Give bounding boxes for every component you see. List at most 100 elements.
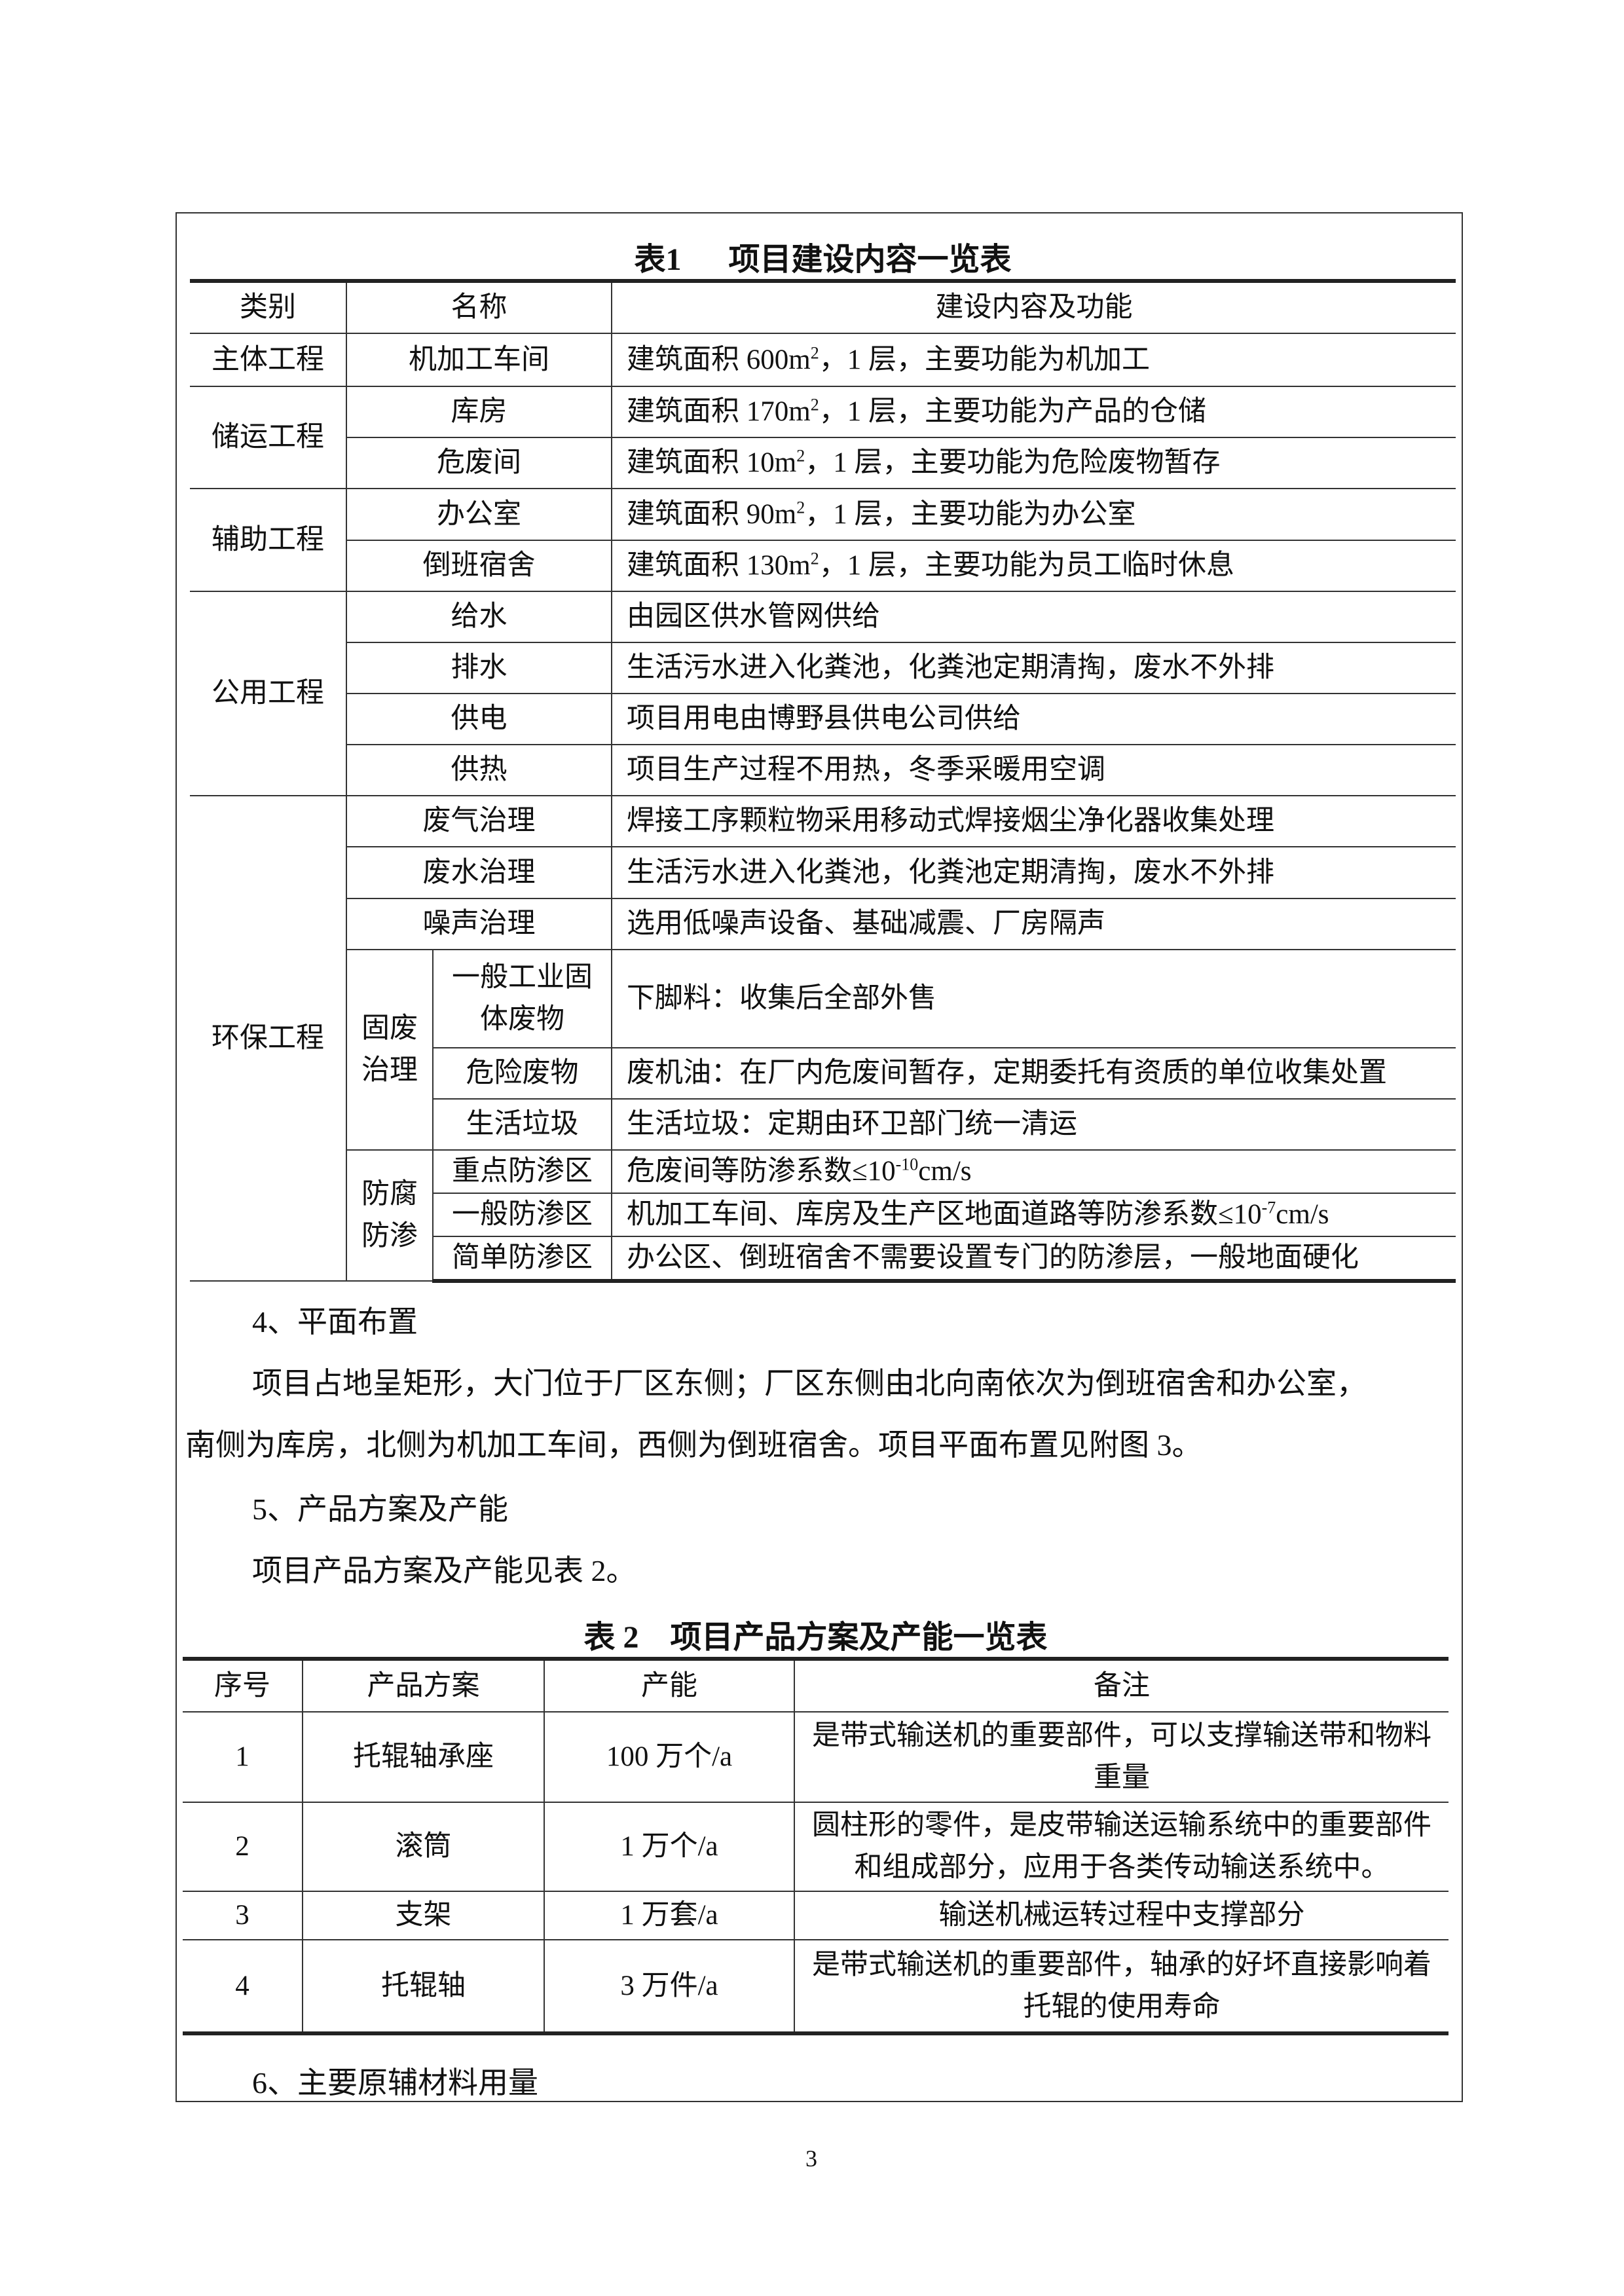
table-row: 供电 项目用电由博野县供电公司供给	[190, 693, 1456, 745]
table-row: 固废治理 一般工业固体废物 下脚料：收集后全部外售	[190, 949, 1456, 1151]
no-cell: 3	[183, 1891, 303, 1940]
paragraph-line: 项目产品方案及产能见表 2。	[252, 1554, 637, 1587]
name-cell: 机加工车间	[346, 333, 612, 387]
table-row: 一般防渗区 机加工车间、库房及生产区地面道路等防渗系数≤10-7cm/s	[190, 1193, 1456, 1237]
name-cell: 给水	[346, 591, 612, 643]
capacity-cell: 1 万个/a	[544, 1802, 795, 1892]
paragraph-line: 南侧为库房，北侧为机加工车间，西侧为倒班宿舍。项目平面布置见附图 3。	[185, 1428, 1202, 1462]
table1-title: 表1 项目建设内容一览表	[634, 242, 1012, 277]
name-cell: 供热	[346, 744, 612, 796]
content-cell: 由园区供水管网供给	[611, 591, 1456, 643]
content-cell: 焊接工序颗粒物采用移动式焊接烟尘净化器收集处理	[611, 795, 1456, 847]
name-cell: 一般工业固体废物	[432, 949, 612, 1048]
table1-construction-contents: 类别 名称 建设内容及功能 主体工程 机加工车间 建筑面积 600m2，1 层，…	[190, 279, 1456, 1283]
no-cell: 4	[183, 1939, 303, 2035]
name-cell: 危废间	[346, 437, 612, 489]
content-cell: 选用低噪声设备、基础减震、厂房隔声	[611, 898, 1456, 950]
name-cell: 供电	[346, 693, 612, 745]
note-cell: 圆柱形的零件，是皮带输送运输系统中的重要部件和组成部分，应用于各类传动输送系统中…	[794, 1802, 1449, 1892]
paragraph-line: 项目占地呈矩形，大门位于厂区东侧；厂区东侧由北向南依次为倒班宿舍和办公室，	[252, 1367, 1367, 1400]
name-cell: 噪声治理	[346, 898, 612, 950]
content-cell: 生活污水进入化粪池，化粪池定期清掏，废水不外排	[611, 846, 1456, 899]
table-row: 危险废物 废机油：在厂内危废间暂存，定期委托有资质的单位收集处置	[190, 1047, 1456, 1100]
page-number: 3	[805, 2145, 817, 2172]
name-cell: 倒班宿舍	[346, 540, 612, 592]
table-row: 供热 项目生产过程不用热，冬季采暖用空调	[190, 744, 1456, 796]
category-cell: 公用工程	[190, 591, 347, 796]
table-row: 环保工程 废气治理 焊接工序颗粒物采用移动式焊接烟尘净化器收集处理	[190, 795, 1456, 1282]
section-heading-6: 6、主要原辅材料用量	[252, 2066, 538, 2100]
table-row: 3 支架 1 万套/a 输送机械运转过程中支撑部分	[183, 1891, 1449, 1940]
category-cell: 储运工程	[190, 386, 347, 489]
table-row: 辅助工程 办公室 建筑面积 90m2，1 层，主要功能为办公室	[190, 488, 1456, 592]
table-header-row: 类别 名称 建设内容及功能	[190, 279, 1456, 334]
header-note: 备注	[794, 1657, 1449, 1713]
subcategory-cell: 固废治理	[346, 949, 434, 1151]
no-cell: 1	[183, 1711, 303, 1803]
capacity-cell: 1 万套/a	[544, 1891, 795, 1940]
name-cell: 废气治理	[346, 795, 612, 847]
content-cell: 生活垃圾：定期由环卫部门统一清运	[611, 1098, 1456, 1151]
header-no: 序号	[183, 1657, 303, 1713]
name-cell: 简单防渗区	[432, 1236, 612, 1283]
table-row: 储运工程 库房 建筑面积 170m2，1 层，主要功能为产品的仓储	[190, 386, 1456, 489]
table-row: 废水治理 生活污水进入化粪池，化粪池定期清掏，废水不外排	[190, 846, 1456, 899]
table-row: 1 托辊轴承座 100 万个/a 是带式输送机的重要部件，可以支撑输送带和物料重…	[183, 1711, 1449, 1803]
content-cell: 下脚料：收集后全部外售	[611, 949, 1456, 1048]
subcategory-cell: 防腐防渗	[346, 1149, 434, 1282]
content-cell: 建筑面积 170m2，1 层，主要功能为产品的仓储	[611, 386, 1456, 438]
header-capacity: 产能	[544, 1657, 795, 1713]
table-header-row: 序号 产品方案 产能 备注	[183, 1657, 1449, 1713]
section-heading-5: 5、产品方案及产能	[252, 1492, 508, 1526]
category-cell: 主体工程	[190, 333, 347, 387]
name-cell: 重点防渗区	[432, 1149, 612, 1194]
table-row: 倒班宿舍 建筑面积 130m2，1 层，主要功能为员工临时休息	[190, 540, 1456, 592]
content-cell: 项目用电由博野县供电公司供给	[611, 693, 1456, 745]
table-row: 简单防渗区 办公区、倒班宿舍不需要设置专门的防渗层，一般地面硬化	[190, 1236, 1456, 1283]
content-cell: 建筑面积 90m2，1 层，主要功能为办公室	[611, 488, 1456, 541]
header-product: 产品方案	[302, 1657, 545, 1713]
name-cell: 废水治理	[346, 846, 612, 899]
table-row: 4 托辊轴 3 万件/a 是带式输送机的重要部件，轴承的好坏直接影响着托辊的使用…	[183, 1939, 1449, 2035]
table-row: 噪声治理 选用低噪声设备、基础减震、厂房隔声	[190, 898, 1456, 950]
table-row: 生活垃圾 生活垃圾：定期由环卫部门统一清运	[190, 1098, 1456, 1151]
product-cell: 托辊轴承座	[302, 1711, 545, 1803]
name-cell: 生活垃圾	[432, 1098, 612, 1151]
product-cell: 支架	[302, 1891, 545, 1940]
table-row: 2 滚筒 1 万个/a 圆柱形的零件，是皮带输送运输系统中的重要部件和组成部分，…	[183, 1802, 1449, 1892]
product-cell: 托辊轴	[302, 1939, 545, 2035]
header-name: 名称	[346, 279, 612, 334]
name-cell: 库房	[346, 386, 612, 438]
capacity-cell: 100 万个/a	[544, 1711, 795, 1803]
content-cell: 建筑面积 130m2，1 层，主要功能为员工临时休息	[611, 540, 1456, 592]
name-cell: 排水	[346, 642, 612, 694]
name-cell: 办公室	[346, 488, 612, 541]
note-cell: 是带式输送机的重要部件，轴承的好坏直接影响着托辊的使用寿命	[794, 1939, 1449, 2035]
table-row: 防腐防渗 重点防渗区 危废间等防渗系数≤10-10cm/s	[190, 1149, 1456, 1282]
content-cell: 建筑面积 10m2，1 层，主要功能为危险废物暂存	[611, 437, 1456, 489]
note-cell: 是带式输送机的重要部件，可以支撑输送带和物料重量	[794, 1711, 1449, 1803]
category-cell: 辅助工程	[190, 488, 347, 592]
table2-title: 表 2 项目产品方案及产能一览表	[583, 1620, 1048, 1655]
content-cell: 办公区、倒班宿舍不需要设置专门的防渗层，一般地面硬化	[611, 1236, 1456, 1283]
table-row: 危废间 建筑面积 10m2，1 层，主要功能为危险废物暂存	[190, 437, 1456, 489]
content-cell: 建筑面积 600m2，1 层，主要功能为机加工	[611, 333, 1456, 387]
page-frame	[175, 212, 1463, 2102]
capacity-cell: 3 万件/a	[544, 1939, 795, 2035]
category-cell: 环保工程	[190, 795, 347, 1282]
name-cell: 危险废物	[432, 1047, 612, 1100]
table2-product-capacity: 序号 产品方案 产能 备注 1 托辊轴承座 100 万个/a 是带式输送机的重要…	[183, 1657, 1449, 2035]
table-row: 主体工程 机加工车间 建筑面积 600m2，1 层，主要功能为机加工	[190, 333, 1456, 387]
content-cell: 废机油：在厂内危废间暂存，定期委托有资质的单位收集处置	[611, 1047, 1456, 1100]
no-cell: 2	[183, 1802, 303, 1892]
name-cell: 一般防渗区	[432, 1193, 612, 1237]
content-cell: 项目生产过程不用热，冬季采暖用空调	[611, 744, 1456, 796]
content-cell: 机加工车间、库房及生产区地面道路等防渗系数≤10-7cm/s	[611, 1193, 1456, 1237]
content-cell: 生活污水进入化粪池，化粪池定期清掏，废水不外排	[611, 642, 1456, 694]
content-cell: 危废间等防渗系数≤10-10cm/s	[611, 1149, 1456, 1194]
table-row: 公用工程 给水 由园区供水管网供给	[190, 591, 1456, 796]
table-row: 排水 生活污水进入化粪池，化粪池定期清掏，废水不外排	[190, 642, 1456, 694]
product-cell: 滚筒	[302, 1802, 545, 1892]
header-content: 建设内容及功能	[611, 279, 1456, 334]
note-cell: 输送机械运转过程中支撑部分	[794, 1891, 1449, 1940]
